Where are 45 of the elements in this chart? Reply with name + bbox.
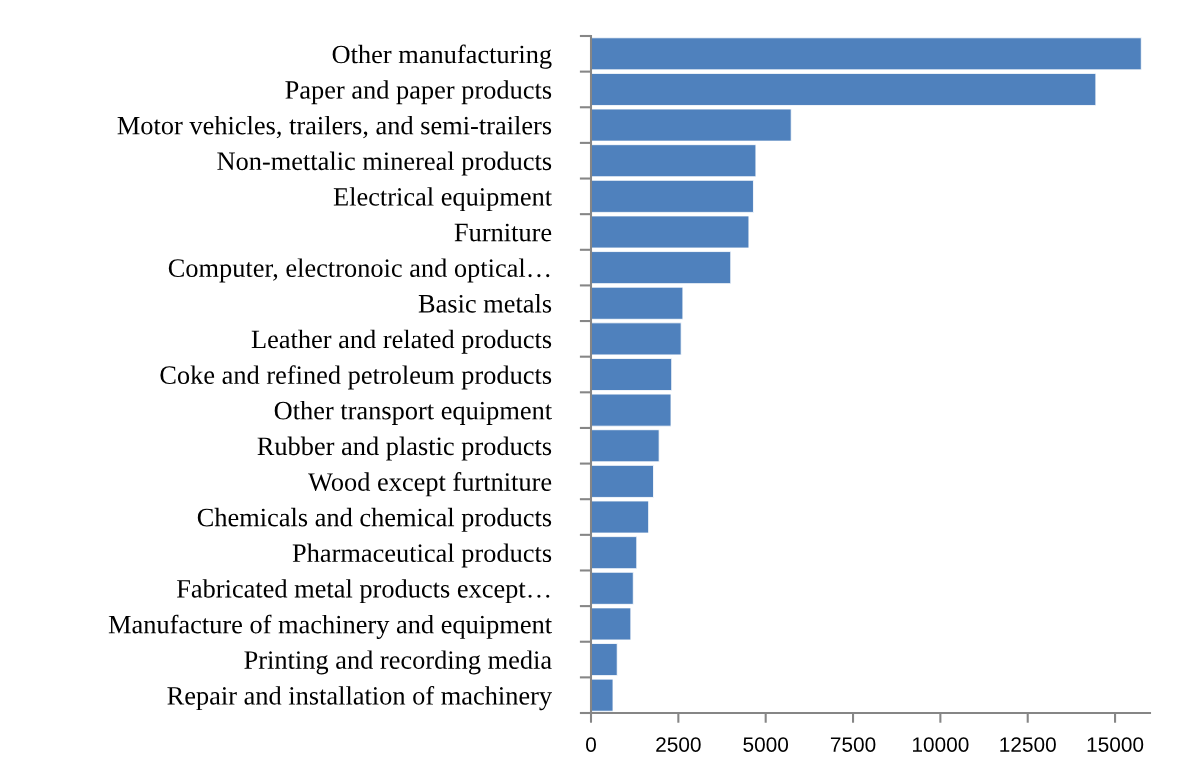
y-tick-label: Repair and installation of machinery [167,685,552,711]
x-tick-label: 15000 [1087,737,1144,752]
y-tick-label: Paper and paper products [285,80,552,105]
bar [591,108,792,142]
bar [591,429,660,463]
bar [591,144,757,178]
bar [591,286,684,320]
x-tick-label: 2500 [656,737,701,752]
bar [591,643,618,677]
y-tick-label: Other manufacturing [332,44,552,69]
bar [591,500,650,534]
y-tick-label: Coke and refined petroleum products [160,365,552,390]
x-tick-label: 5000 [743,737,789,752]
y-tick-label: Basic metals [418,294,552,313]
bar [591,393,672,427]
bar [591,464,654,498]
y-tick-label: Leather and related products [251,329,552,354]
bar [591,37,1142,71]
y-tick-label: Rubber and plastic products [257,436,552,461]
y-tick-label: Motor vehicles, trailers, and semi-trailers [117,115,552,139]
y-tick-label: Chemicals and chemical products [197,507,552,532]
bar [591,536,638,570]
bar [591,179,754,213]
bar [591,358,673,391]
y-tick-label: Furniture [454,223,552,242]
bar [591,607,632,641]
bar [591,678,614,712]
y-tick-label: Manufacture of machinery and equipment [108,614,552,639]
bar [591,322,682,356]
y-tick-label: Printing and recording media [244,650,552,675]
y-tick-label: Other transport equipment [274,400,552,425]
x-tick-label: 7500 [830,737,876,752]
x-tick-label: 12500 [1000,737,1056,752]
y-tick-label: Non-mettalic minereal products [217,151,552,176]
y-tick-label: Fabricated metal products except… [176,579,550,604]
y-tick-label: Computer, electronoic and optical… [168,258,550,283]
bar [591,251,732,285]
bar [591,571,634,605]
bar [591,72,1097,106]
y-tick-label: Wood except furtniture [308,472,552,497]
y-tick-label: Pharmaceutical products [292,543,552,568]
bar [591,215,750,249]
y-tick-label: Electrical equipment [333,187,552,212]
x-tick-label: 0 [586,737,596,752]
x-tick-label: 10000 [913,737,969,752]
